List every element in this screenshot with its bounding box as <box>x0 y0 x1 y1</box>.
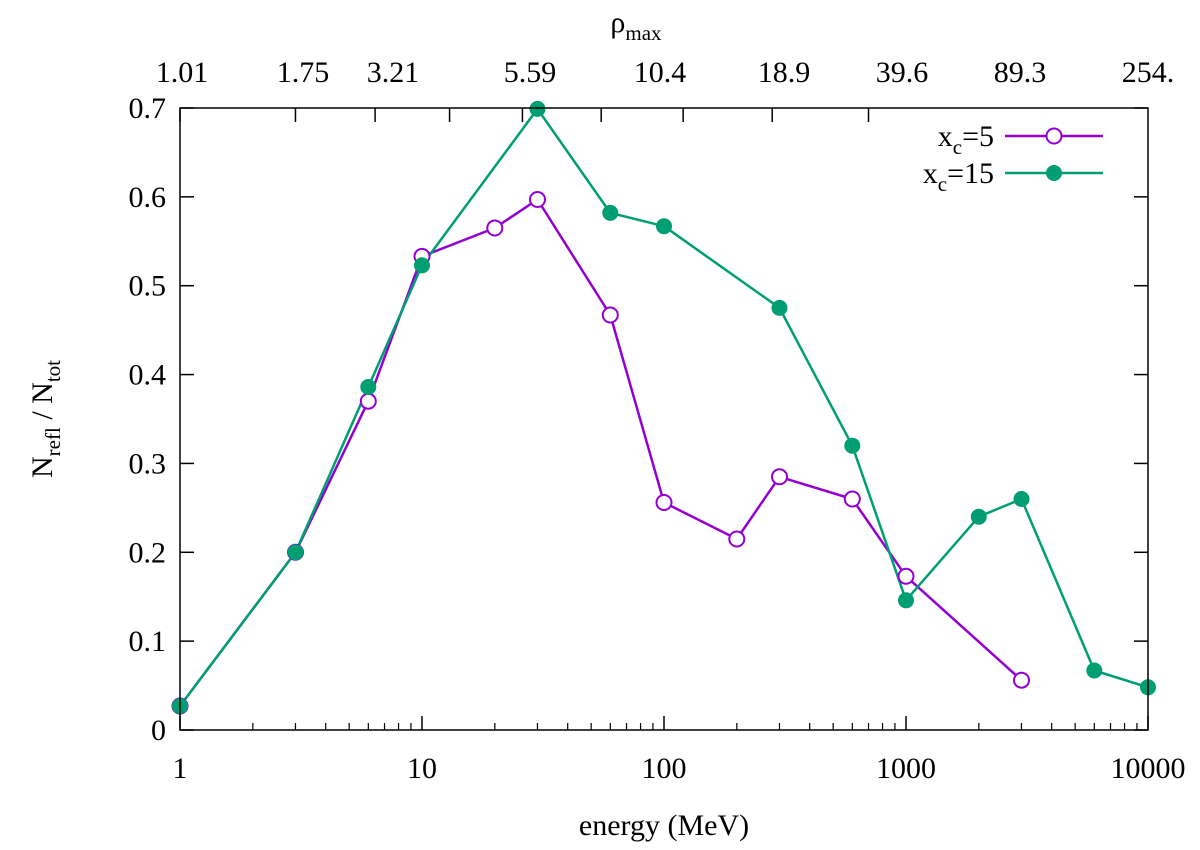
y-tick-label: 0.3 <box>129 447 167 480</box>
legend-marker-xc15 <box>1046 165 1062 181</box>
data-point-1 <box>602 204 619 221</box>
x-tick-label: 1 <box>173 752 188 785</box>
data-point-1 <box>1086 662 1103 679</box>
x-tick-label: 10000 <box>1111 752 1186 785</box>
legend-label-xc15: xc=15 <box>923 157 994 196</box>
top-tick-label: 3.21 <box>367 56 420 89</box>
data-point-1 <box>771 299 788 316</box>
top-axis-title: ρmax <box>610 6 662 45</box>
data-point-0 <box>771 468 788 486</box>
y-tick-label: 0 <box>151 714 166 747</box>
data-point-1 <box>414 257 430 274</box>
data-point-1 <box>844 437 861 454</box>
data-point-1 <box>360 379 377 395</box>
y-tick-label: 0.7 <box>129 92 167 125</box>
data-point-0 <box>843 490 861 508</box>
data-point-0 <box>897 567 915 585</box>
x-tick-label: 1000 <box>876 752 936 785</box>
data-point-0 <box>1013 671 1030 689</box>
data-point-0 <box>601 306 619 324</box>
x-tick-label: 100 <box>642 752 687 785</box>
legend-marker-xc5 <box>1045 127 1063 145</box>
data-point-1 <box>529 100 546 117</box>
x-tick-label: 10 <box>407 752 437 785</box>
series-line-0 <box>179 198 1023 707</box>
data-point-0 <box>655 494 673 511</box>
top-tick-label: 5.59 <box>504 56 557 89</box>
data-point-0 <box>529 191 546 208</box>
y-tick-label: 0.5 <box>129 270 167 303</box>
top-tick-label: 254. <box>1122 56 1175 89</box>
data-point-1 <box>898 592 914 609</box>
data-point-1 <box>656 218 672 235</box>
data-point-0 <box>728 530 746 548</box>
data-point-0 <box>359 392 377 410</box>
legend-label-xc5: xc=5 <box>938 120 994 159</box>
top-tick-label: 18.9 <box>758 56 811 89</box>
top-tick-label: 10.4 <box>634 56 687 89</box>
x-axis-title: energy (MeV) <box>579 809 749 842</box>
top-tick-label: 1.75 <box>277 56 330 89</box>
y-axis-title: Nrefl / Ntot <box>26 360 65 478</box>
data-point-1 <box>1013 491 1030 507</box>
y-tick-label: 0.2 <box>129 536 167 569</box>
data-point-1 <box>287 544 304 561</box>
y-tick-label: 0.4 <box>129 359 167 392</box>
data-point-0 <box>486 219 504 237</box>
top-tick-label: 39.6 <box>876 56 929 89</box>
top-tick-label: 1.01 <box>156 56 209 89</box>
series-line-1 <box>179 107 1149 707</box>
plot-frame <box>179 107 1149 731</box>
data-point-1 <box>970 508 987 525</box>
top-tick-label: 89.3 <box>994 56 1047 89</box>
y-tick-label: 0.1 <box>129 625 167 658</box>
legend: xc=5 xc=15 <box>923 120 1103 196</box>
y-tick-label: 0.6 <box>129 181 167 214</box>
